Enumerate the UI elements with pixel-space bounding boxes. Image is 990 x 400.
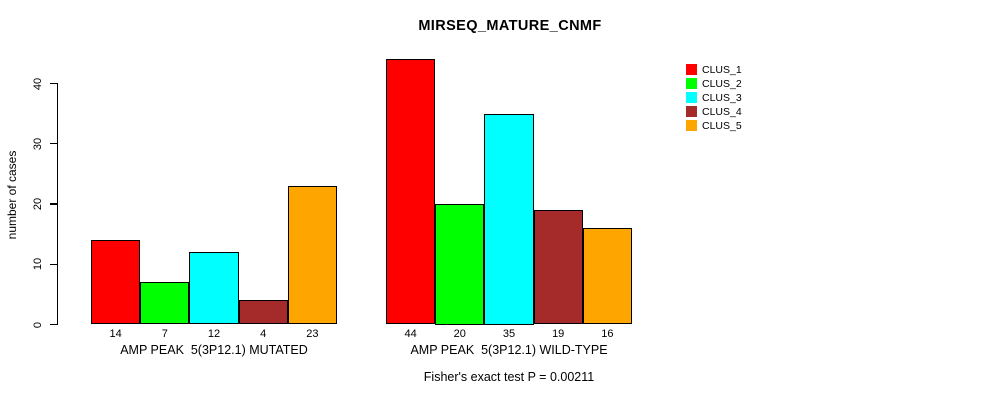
- bar-clus_3-mutated: [189, 252, 239, 325]
- legend-item: CLUS_4: [686, 105, 742, 119]
- legend-swatch: [686, 64, 697, 76]
- y-tick: [50, 143, 57, 145]
- legend-swatch: [686, 106, 697, 118]
- legend-label: CLUS_4: [702, 105, 742, 118]
- y-tick-label: 40: [32, 77, 44, 90]
- chart-title: MIRSEQ_MATURE_CNMF: [418, 18, 602, 34]
- y-tick-label: 0: [32, 321, 44, 328]
- bar-value-label: 16: [601, 328, 614, 340]
- bar-clus_2-mutated: [140, 282, 190, 325]
- legend-swatch: [686, 120, 697, 131]
- y-tick: [50, 82, 57, 85]
- bar-value-label: 20: [453, 328, 466, 340]
- y-tick: [50, 263, 57, 265]
- legend-swatch: [686, 92, 697, 104]
- legend-label: CLUS_3: [702, 91, 742, 104]
- legend-label: CLUS_5: [702, 119, 742, 132]
- bar-value-label: 23: [306, 328, 319, 340]
- x-group-label: AMP PEAK 5(3P12.1) MUTATED: [120, 343, 308, 357]
- y-tick-label: 10: [32, 258, 44, 271]
- bar-clus_5-mutated: [287, 185, 337, 325]
- bar-value-label: 14: [109, 328, 122, 340]
- bar-clus_1-mutated: [91, 240, 141, 325]
- legend-item: CLUS_5: [686, 119, 742, 133]
- bar-clus_4-wildtype: [533, 210, 583, 325]
- y-tick-label: 20: [32, 197, 44, 211]
- bar-clus_1-wildtype: [386, 59, 436, 325]
- legend-label: CLUS_1: [702, 63, 742, 76]
- bar-value-label: 12: [207, 328, 221, 340]
- bar-value-label: 44: [404, 328, 417, 340]
- x-group-label: AMP PEAK 5(3P12.1) WILD-TYPE: [410, 343, 608, 357]
- bar-value-label: 19: [552, 328, 565, 340]
- bar-value-label: 35: [502, 328, 516, 340]
- y-tick: [50, 323, 57, 326]
- y-axis-title: number of cases: [5, 150, 19, 240]
- annotation-fishers-exact-test: Fisher's exact test P = 0.00211: [423, 370, 595, 384]
- y-axis-line: [57, 83, 59, 325]
- bar-value-label: 4: [260, 328, 267, 340]
- bar-clus_2-wildtype: [435, 204, 485, 325]
- bar-value-label: 7: [161, 328, 168, 340]
- legend-swatch: [686, 78, 697, 90]
- y-tick-label: 30: [32, 137, 44, 150]
- legend: CLUS_1 CLUS_2 CLUS_3 CLUS_4 CLUS_5: [686, 63, 742, 132]
- bar-clus_3-wildtype: [484, 113, 534, 325]
- bar-clus_4-mutated: [238, 300, 288, 325]
- y-tick: [50, 203, 57, 205]
- legend-item: CLUS_2: [686, 77, 742, 91]
- legend-item: CLUS_3: [686, 91, 742, 105]
- legend-item: CLUS_1: [686, 63, 742, 77]
- legend-label: CLUS_2: [702, 77, 742, 90]
- bar-clus_5-wildtype: [582, 228, 632, 325]
